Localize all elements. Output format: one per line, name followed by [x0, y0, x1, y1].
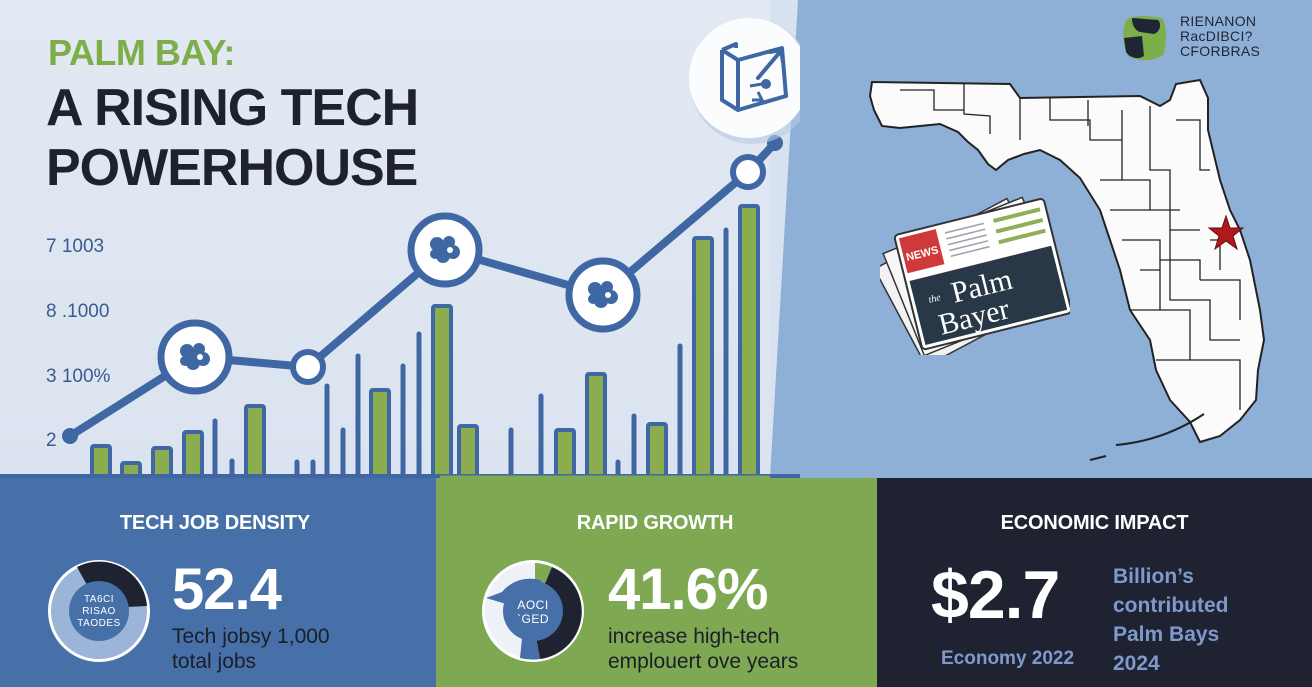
side-text-line: contributed — [1113, 594, 1229, 617]
chart-bar — [457, 424, 479, 478]
impact-value: $2.7 — [931, 557, 1060, 633]
trend-ring-marker — [290, 349, 326, 385]
logo-text-line: CFORBRAS — [1180, 43, 1261, 59]
icon-team-icon — [565, 257, 641, 333]
subtext-line: Tech jobsy 1,000 — [172, 625, 330, 648]
newspaper-icon: NEWS the Palm Bayer — [880, 196, 1070, 355]
density-subtext: Tech jobsy 1,000 total jobs — [172, 624, 330, 674]
y-tick-label: 8 .1000 — [46, 301, 110, 322]
masthead-small: the — [927, 292, 942, 306]
chart-bar — [738, 204, 760, 478]
page-title: A RISING TECH POWERHOUSE — [46, 78, 419, 198]
red-star-icon — [1207, 214, 1245, 251]
title-kicker: PALM BAY: — [48, 32, 235, 73]
card-rapid-growth: RAPID GROWTH AOCI `GED 41.6% increase hi… — [436, 478, 874, 687]
y-tick-label: 2 — [46, 430, 57, 451]
density-donut-chart: TA6CI RISAO TAODES — [46, 558, 152, 664]
growth-value: 41.6% — [608, 557, 768, 622]
chart-bar — [646, 422, 668, 478]
donut-label: TA6CI RISAO TAODES — [46, 594, 152, 630]
chart-bar — [585, 372, 607, 478]
growth-subtext: increase high-tech emplouert ove years — [608, 624, 798, 674]
logo-text-line: RacDIBCI? — [1180, 28, 1253, 44]
trend-markers — [62, 135, 783, 444]
density-value: 52.4 — [172, 557, 282, 622]
growth-donut-chart: AOCI `GED — [480, 558, 586, 664]
chart-bar — [90, 444, 112, 478]
icon-network-icon — [157, 319, 233, 395]
chart-bar — [431, 304, 453, 478]
donut-label-line: TA6CI — [83, 594, 115, 605]
subtext-line: increase high-tech — [608, 625, 780, 648]
logo-text: RIENANON RacDIBCI? CFORBRAS — [1180, 14, 1260, 59]
side-text-line: Palm Bays — [1113, 623, 1220, 646]
impact-subtext: Economy 2022 — [941, 648, 1075, 669]
trend-ring-marker — [730, 154, 766, 190]
icon-cluster-icon — [407, 212, 483, 288]
card-title: ECONOMIC IMPACT — [1000, 512, 1189, 534]
chart-bar — [692, 236, 714, 478]
donut-label: AOCI `GED — [480, 598, 586, 626]
trend-dot — [62, 428, 78, 444]
donut-label-line: AOCI — [517, 598, 549, 612]
y-tick-label: 7 1003 — [46, 236, 105, 257]
side-text-line: 2024 — [1113, 652, 1160, 675]
book-growth-arrow-icon — [689, 18, 800, 144]
donut-label-line: TAODES — [77, 618, 121, 629]
title-line-2: POWERHOUSE — [46, 139, 418, 197]
logo-emblem-icon — [1123, 16, 1166, 61]
side-text-line: Billion’s — [1113, 565, 1194, 588]
chart-bar — [554, 428, 576, 478]
donut-label-line: RISAO — [82, 606, 116, 617]
chart-bar — [244, 404, 266, 478]
card-tech-job-density: TECH JOB DENSITY TA6CI RISAO TAODES 52.4… — [0, 478, 436, 687]
card-economic-impact: ECONOMIC IMPACT $2.7 Economy 2022 Billio… — [874, 478, 1312, 687]
card-title: RAPID GROWTH — [576, 512, 734, 534]
impact-side-text: Billion’s contributed Palm Bays 2024 — [1113, 562, 1229, 678]
florida-map — [868, 78, 1266, 461]
card-title: TECH JOB DENSITY — [119, 512, 311, 534]
subtext-line: emplouert ove years — [608, 650, 799, 673]
chart-bar — [182, 430, 204, 478]
logo-text-line: RIENANON — [1180, 13, 1257, 29]
donut-label-line: `GED — [517, 612, 549, 626]
chart-bar — [151, 446, 173, 478]
chart-bar — [369, 388, 391, 478]
growth-chart — [0, 18, 800, 478]
y-tick-label: 3 100% — [46, 366, 111, 387]
subtext-line: total jobs — [172, 650, 257, 673]
title-line-1: A RISING TECH — [46, 79, 419, 137]
trend-line — [66, 139, 779, 440]
